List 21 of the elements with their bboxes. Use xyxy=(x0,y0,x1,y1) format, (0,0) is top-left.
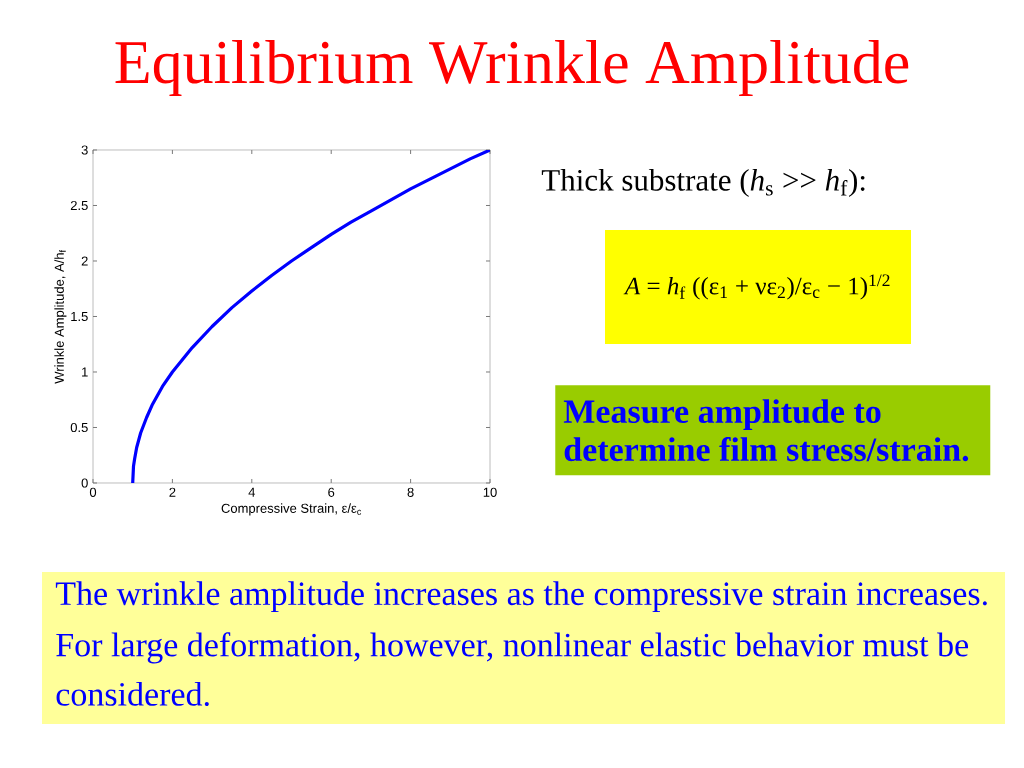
x-axis-title: Compressive Strain, ε/ε$_{c}$ xyxy=(221,503,362,516)
text: The wrinkle amplitude increases as the compressive strain increases. xyxy=(55,581,987,613)
x-tick-label: 0 xyxy=(89,487,97,497)
y-tick-label: 1 xyxy=(82,367,88,377)
text: Measure amplitude to determine film stress/strain. xyxy=(563,399,969,462)
y-tick-label: 1.5 xyxy=(71,311,88,322)
text: A = h$_{f}$ ((ε$_{1}$ + νε$_{2}$)/ε$_{c}$ − 1)$^{1/2}$ xyxy=(623,274,890,300)
text: Thick substrate (h$_{s}$ >> h$_{f}$): xyxy=(541,168,865,198)
text: For large deformation, however, nonlinear elastic behavior must be considered. xyxy=(56,632,969,706)
x-tick-label: 8 xyxy=(407,487,414,497)
x-tick-label: 4 xyxy=(248,487,256,497)
y-tick-label: 2 xyxy=(81,256,88,266)
x-tick-label: 10 xyxy=(483,487,497,497)
y-tick-label: 3 xyxy=(81,145,88,155)
x-tick-label: 2 xyxy=(169,487,176,497)
y-tick-label: 0.5 xyxy=(70,422,88,433)
y-axis-title: Wrinkle Amplitude, A/h$_{f}$ xyxy=(54,249,67,384)
y-tick-label: 2.5 xyxy=(70,200,88,211)
y-tick-label: 0 xyxy=(81,478,88,488)
x-tick-label: 6 xyxy=(328,487,335,497)
chart-title: Equilibrium Wrinkle Amplitude xyxy=(115,39,909,97)
